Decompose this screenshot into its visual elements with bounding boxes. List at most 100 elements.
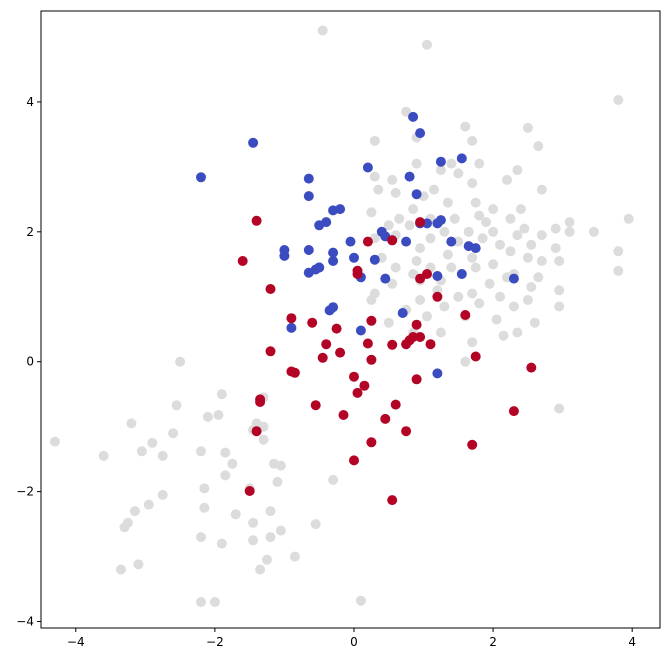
y-axis-ticks: −4 −2 0 2 4 <box>16 95 41 629</box>
scatter-point-s2-34 <box>411 374 422 385</box>
scatter-point-s0-106 <box>467 337 478 348</box>
scatter-point-s0-150 <box>289 551 300 562</box>
scatter-point-s1-16 <box>314 220 325 231</box>
x-tick-label: 4 <box>628 635 636 649</box>
x-tick-label: 0 <box>350 635 358 649</box>
scatter-point-s0-34 <box>449 213 460 224</box>
scatter-point-s0-54 <box>453 236 464 247</box>
scatter-point-s0-128 <box>227 458 238 469</box>
scatter-point-s0-152 <box>133 559 144 570</box>
scatter-point-s0-43 <box>439 226 450 237</box>
scatter-point-s0-24 <box>536 184 547 195</box>
scatter-point-s2-29 <box>470 351 481 362</box>
scatter-point-s0-84 <box>554 285 565 296</box>
scatter-point-s0-5 <box>522 122 533 133</box>
scatter-point-s1-6 <box>196 172 206 183</box>
scatter-point-s0-156 <box>209 597 220 607</box>
scatter-point-s0-91 <box>522 295 533 305</box>
scatter-point-s0-108 <box>460 356 471 367</box>
scatter-point-s0-78 <box>533 272 544 283</box>
scatter-point-s0-70 <box>446 262 457 273</box>
scatter-point-s0-67 <box>488 259 499 270</box>
scatter-point-s0-133 <box>199 483 210 494</box>
scatter-point-s0-47 <box>536 230 547 241</box>
scatter-point-s1-7 <box>303 173 314 184</box>
scatter-point-s1-33 <box>349 252 359 263</box>
scatter-point-s0-53 <box>477 233 488 244</box>
scatter-point-s0-136 <box>143 499 154 510</box>
y-tick-label: 4 <box>26 95 34 109</box>
scatter-point-s0-25 <box>470 197 481 208</box>
scatter-point-s1-5 <box>362 162 373 173</box>
scatter-point-s0-32 <box>394 213 405 224</box>
scatter-point-s0-42 <box>550 223 561 234</box>
scatter-point-s0-151 <box>262 554 272 565</box>
scatter-point-s0-12 <box>411 158 422 169</box>
scatter-point-s1-30 <box>279 250 290 261</box>
scatter-point-s2-2 <box>362 236 373 247</box>
scatter-point-s0-119 <box>168 428 179 439</box>
scatter-point-s0-102 <box>383 317 394 328</box>
scatter-point-s0-20 <box>429 184 439 195</box>
scatter-point-s0-37 <box>623 213 634 224</box>
scatter-point-s2-24 <box>425 339 436 350</box>
scatter-point-s2-32 <box>526 362 537 373</box>
scatter-point-s0-10 <box>446 158 457 169</box>
scatter-point-s0-64 <box>522 252 533 263</box>
scatter-point-s1-1 <box>415 128 426 139</box>
scatter-point-s2-11 <box>460 310 471 320</box>
scatter-point-s0-93 <box>366 295 377 305</box>
x-tick-label: −4 <box>67 635 85 649</box>
scatter-point-s2-46 <box>366 437 377 448</box>
scatter-point-s0-154 <box>255 564 266 575</box>
scatter-point-s0-48 <box>588 226 599 237</box>
scatter-point-s0-45 <box>488 226 499 237</box>
scatter-point-s1-14 <box>432 218 443 229</box>
scatter-point-s0-57 <box>550 243 561 254</box>
scatter-point-s0-59 <box>613 246 624 257</box>
scatter-point-s0-113 <box>49 436 60 447</box>
scatter-point-s2-1 <box>251 215 262 226</box>
scatter-point-s2-14 <box>307 317 318 328</box>
scatter-point-s0-146 <box>216 538 227 549</box>
scatter-point-s0-71 <box>470 262 481 273</box>
scatter-point-s2-38 <box>255 397 266 407</box>
scatter-point-s2-0 <box>415 217 426 228</box>
y-tick-label: 0 <box>26 355 34 369</box>
scatter-point-s0-16 <box>453 168 464 179</box>
scatter-point-s1-47 <box>432 368 443 379</box>
scatter-point-s0-145 <box>310 519 321 530</box>
scatter-point-s0-40 <box>404 220 415 231</box>
scatter-point-s2-10 <box>432 291 443 302</box>
scatter-point-s0-120 <box>136 446 147 457</box>
scatter-point-s0-123 <box>220 447 231 458</box>
scatter-point-s1-38 <box>380 273 391 284</box>
scatter-point-s2-33 <box>349 371 359 382</box>
scatter-point-s0-130 <box>275 460 286 471</box>
scatter-point-s1-45 <box>286 322 297 333</box>
scatter-point-s2-44 <box>251 426 262 437</box>
scatter-point-s0-30 <box>474 210 485 221</box>
scatter-point-s0-137 <box>199 502 210 513</box>
scatter-point-s2-36 <box>352 387 363 398</box>
scatter-point-s0-83 <box>526 282 537 292</box>
scatter-point-s2-8 <box>415 273 426 284</box>
scatter-point-s2-15 <box>411 319 422 330</box>
scatter-point-s0-60 <box>505 246 516 257</box>
scatter-point-s1-46 <box>355 325 366 336</box>
scatter-point-s1-43 <box>324 305 335 316</box>
scatter-point-s0-26 <box>442 197 453 208</box>
scatter-point-s0-143 <box>119 522 130 533</box>
scatter-point-s2-41 <box>338 410 349 420</box>
scatter-point-s0-21 <box>373 184 384 195</box>
scatter-point-s2-23 <box>387 339 398 350</box>
scatter-point-s0-27 <box>408 204 419 215</box>
scatter-point-s0-28 <box>488 204 499 215</box>
y-tick-label: 2 <box>26 225 34 239</box>
scatter-point-s1-10 <box>303 191 314 202</box>
scatter-point-s0-92 <box>474 298 485 309</box>
scatter-point-s0-140 <box>248 517 259 528</box>
scatter-point-s0-144 <box>275 525 286 536</box>
scatter-point-s0-17 <box>387 174 398 185</box>
